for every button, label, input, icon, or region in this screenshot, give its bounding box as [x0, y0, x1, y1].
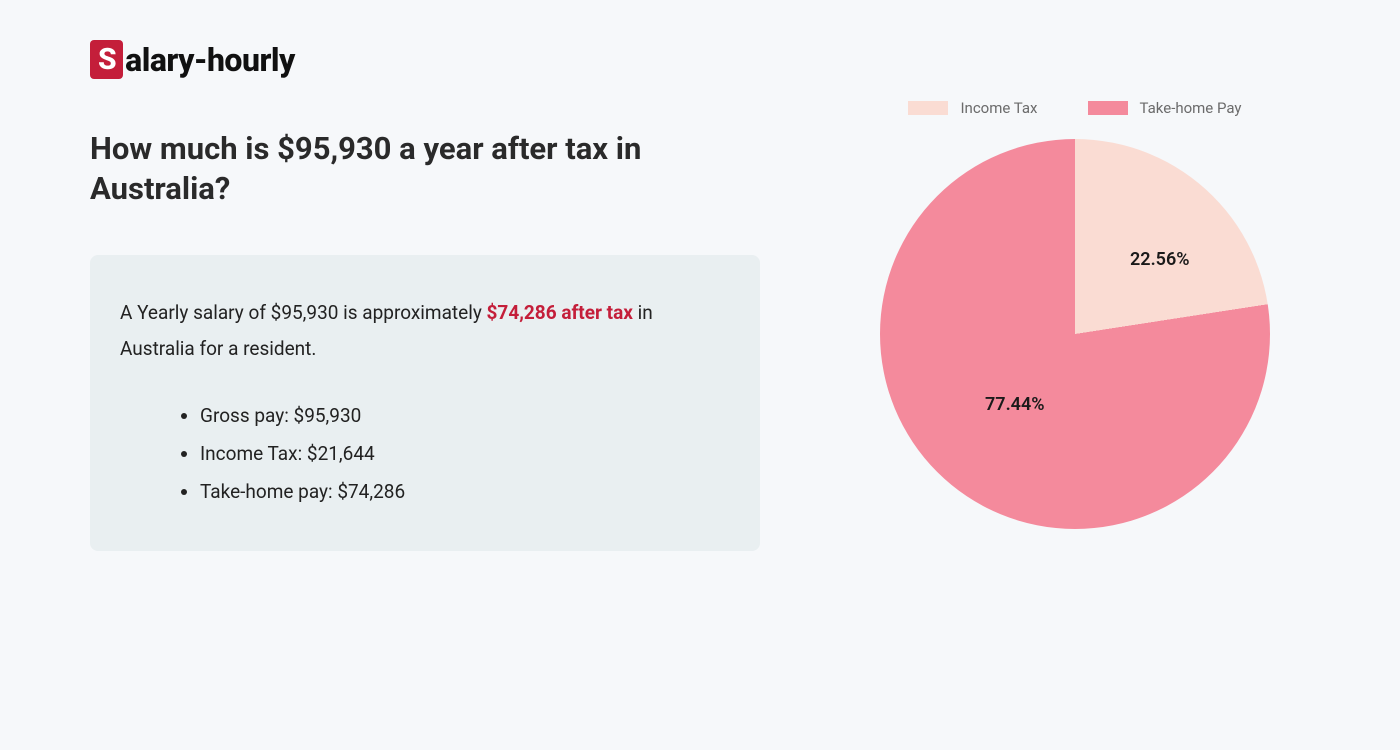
chart-legend: Income Tax Take-home Pay: [908, 99, 1241, 117]
list-item: Gross pay: $95,930: [200, 397, 720, 435]
chart-column: Income Tax Take-home Pay 22.56% 77.44%: [840, 99, 1310, 529]
logo-badge: S: [90, 40, 123, 79]
left-column: How much is $95,930 a year after tax in …: [90, 129, 760, 551]
legend-swatch: [908, 101, 948, 115]
legend-item-take-home: Take-home Pay: [1088, 99, 1242, 117]
summary-text: A Yearly salary of $95,930 is approximat…: [120, 295, 720, 367]
main-content: How much is $95,930 a year after tax in …: [90, 129, 1310, 551]
logo-text: alary-hourly: [125, 41, 295, 79]
list-item: Income Tax: $21,644: [200, 435, 720, 473]
pie-slice-label: 22.56%: [1130, 249, 1190, 270]
pie-slice-label: 77.44%: [985, 394, 1045, 415]
summary-highlight: $74,286 after tax: [487, 301, 633, 324]
summary-card: A Yearly salary of $95,930 is approximat…: [90, 255, 760, 551]
legend-label: Income Tax: [960, 99, 1037, 117]
list-item: Take-home pay: $74,286: [200, 473, 720, 511]
pie-chart: 22.56% 77.44%: [880, 139, 1270, 529]
legend-item-income-tax: Income Tax: [908, 99, 1037, 117]
page-title: How much is $95,930 a year after tax in …: [90, 129, 760, 210]
breakdown-list: Gross pay: $95,930 Income Tax: $21,644 T…: [120, 397, 720, 511]
site-logo: Salary-hourly: [90, 40, 1310, 79]
summary-pre: A Yearly salary of $95,930 is approximat…: [120, 301, 487, 324]
legend-label: Take-home Pay: [1140, 99, 1242, 117]
pie-circle: [880, 139, 1270, 529]
legend-swatch: [1088, 101, 1128, 115]
